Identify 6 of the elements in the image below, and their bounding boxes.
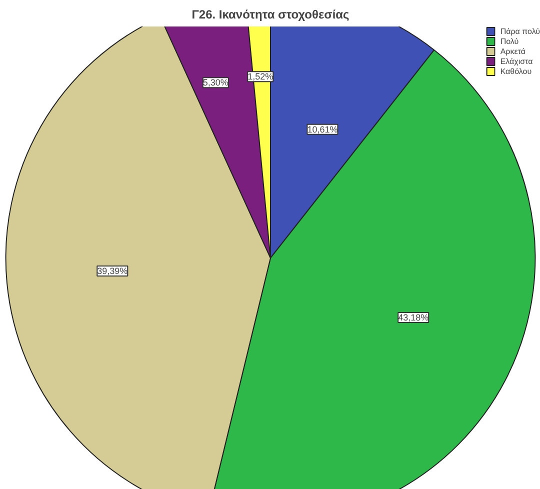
legend-label: Πολύ <box>500 36 520 46</box>
chart-title: Γ26. Ικανότητα στοχοθεσίας <box>192 8 350 22</box>
legend-label: Αρκετά <box>500 46 526 56</box>
legend-label: Καθόλου <box>500 66 532 76</box>
legend-label: Πάρα πολύ <box>500 26 540 36</box>
legend-label: Ελάχιστα <box>500 56 533 66</box>
